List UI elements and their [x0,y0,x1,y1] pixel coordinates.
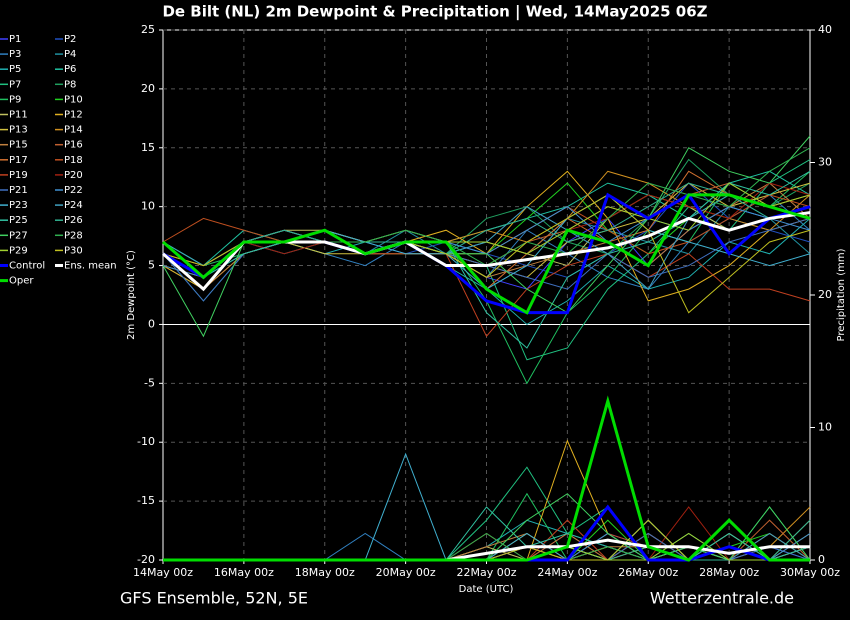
y2-tick-label: 40 [818,23,832,36]
y2-tick-label: 20 [818,288,832,301]
legend-label: P14 [64,125,83,136]
legend-label: Control [9,261,45,272]
x-tick-label: 22May 00z [456,566,516,579]
legend-label: P3 [9,49,21,60]
legend-label: P25 [9,215,28,226]
y-tick-label: 0 [148,317,155,330]
dewpoint-line [162,170,811,349]
legend-label: P9 [9,94,21,105]
legend-label: P27 [9,230,28,241]
legend-label: P11 [9,110,28,121]
legend-label: P15 [9,140,28,151]
y-tick-label: 15 [141,141,155,154]
x-tick-label: 28May 00z [699,566,759,579]
legend-label: P13 [9,125,28,136]
x-tick-label: 30May 00z [780,566,840,579]
y2-axis-label: Precipitation (mm) [836,248,847,341]
y-tick-label: 20 [141,82,155,95]
legend-label: P7 [9,79,21,90]
legend-label: P21 [9,185,28,196]
legend-label: P20 [64,170,83,181]
legend-label: P26 [64,215,83,226]
legend-label: P4 [64,49,76,60]
legend-label: P22 [64,185,83,196]
y-tick-label: -5 [144,376,155,389]
legend-label: P8 [64,79,76,90]
legend-label: P16 [64,140,83,151]
legend-label: Ens. mean [64,261,117,272]
legend-label: P2 [64,34,76,45]
dewpoint-line [162,182,811,290]
x-tick-label: 14May 00z [133,566,193,579]
x-tick-label: 24May 00z [537,566,597,579]
legend-label: P24 [64,200,83,211]
legend-label: P12 [64,110,83,121]
legend-label: P5 [9,64,21,75]
y2-tick-label: 30 [818,156,832,169]
chart-title: De Bilt (NL) 2m Dewpoint & Precipitation… [162,3,707,22]
legend-label: P30 [64,245,83,256]
y-tick-label: -20 [137,553,155,566]
dewpoint-line [162,193,811,315]
legend-label: P28 [64,230,83,241]
precip-line [163,395,810,562]
legend-label: Oper [9,276,34,287]
legend-label: P10 [64,94,83,105]
footer-left: GFS Ensemble, 52N, 5E [120,589,308,608]
y-tick-label: -15 [137,494,155,507]
y-tick-label: 10 [141,200,155,213]
x-tick-label: 26May 00z [618,566,678,579]
y-tick-label: 25 [141,23,155,36]
legend-label: P1 [9,34,21,45]
legend-label: P6 [64,64,76,75]
x-axis-label: Date (UTC) [459,584,514,595]
footer-right: Wetterzentrale.de [650,589,794,608]
legend-label: P17 [9,155,28,166]
x-tick-label: 18May 00z [295,566,355,579]
legend-label: P23 [9,200,28,211]
y-axis-label: 2m Dewpoint (°C) [126,250,137,340]
legend-label: P19 [9,170,28,181]
y2-tick-label: 10 [818,421,832,434]
y-tick-label: 5 [148,259,155,272]
y2-tick-label: 0 [818,553,825,566]
legend-label: P29 [9,245,28,256]
legend-label: P18 [64,155,83,166]
y-tick-label: -10 [137,435,155,448]
x-tick-label: 20May 00z [376,566,436,579]
x-tick-label: 16May 00z [214,566,274,579]
